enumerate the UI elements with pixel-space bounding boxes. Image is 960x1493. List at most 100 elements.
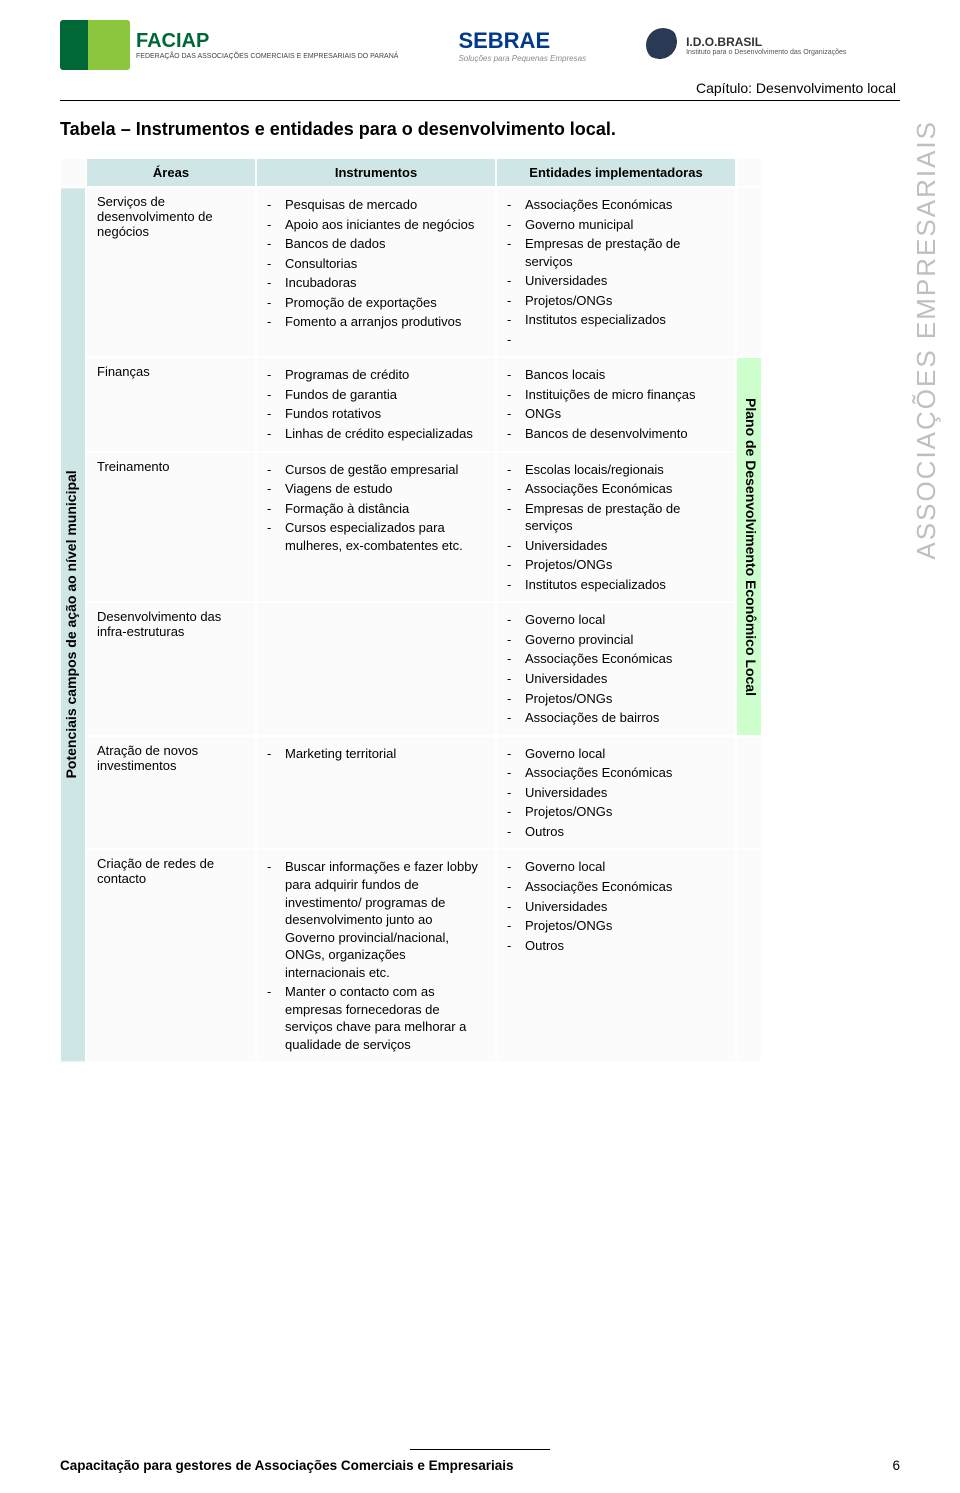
dash-icon: -: [507, 670, 515, 688]
list-item: -Universidades: [507, 670, 725, 688]
list-item: -Incubadoras: [267, 274, 485, 292]
list-item: -Institutos especializados: [507, 311, 725, 329]
list-item-text: Fundos rotativos: [285, 405, 485, 423]
list-item: -ONGs: [507, 405, 725, 423]
list-item-text: Cursos especializados para mulheres, ex-…: [285, 519, 485, 554]
dash-icon: -: [507, 500, 515, 535]
corner-blank-right: [736, 158, 762, 187]
list-item: -Consultorias: [267, 255, 485, 273]
th-areas: Áreas: [86, 158, 256, 187]
list-item-text: Universidades: [525, 537, 725, 555]
dash-icon: -: [507, 745, 515, 763]
dash-icon: -: [507, 576, 515, 594]
dash-icon: -: [507, 216, 515, 234]
list-item: -Associações Económicas: [507, 650, 725, 668]
dash-icon: -: [507, 937, 515, 955]
list-item-text: Associações Económicas: [525, 764, 725, 782]
dash-icon: -: [507, 272, 515, 290]
area-cell: Serviços de desenvolvimento de negócios: [86, 187, 256, 357]
dash-icon: -: [267, 235, 275, 253]
dash-icon: -: [267, 274, 275, 292]
dash-icon: -: [507, 556, 515, 574]
dash-icon: -: [267, 255, 275, 273]
list-item: -Governo provincial: [507, 631, 725, 649]
dash-icon: -: [507, 650, 515, 668]
faciap-title: FACIAP: [136, 30, 398, 53]
list-item-text: Outros: [525, 823, 725, 841]
th-instrumentos: Instrumentos: [256, 158, 496, 187]
list-item-text: Bancos de dados: [285, 235, 485, 253]
chapter-label: Capítulo: Desenvolvimento local: [60, 80, 900, 96]
list-item-text: Marketing territorial: [285, 745, 485, 763]
list-item-text: Associações Económicas: [525, 196, 725, 214]
dash-icon: -: [507, 311, 515, 329]
dash-icon: -: [267, 983, 275, 1053]
dash-icon: -: [507, 631, 515, 649]
list-item: -Associações Económicas: [507, 480, 725, 498]
list-item: -Bancos locais: [507, 366, 725, 384]
list-item: -: [507, 331, 725, 349]
corner-blank-left: [60, 158, 86, 187]
dash-icon: -: [507, 898, 515, 916]
header-logos: FACIAP FEDERAÇÃO DAS ASSOCIAÇÕES COMERCI…: [60, 20, 900, 70]
list-item-text: Instituições de micro finanças: [525, 386, 725, 404]
dash-icon: -: [507, 917, 515, 935]
dash-icon: -: [507, 386, 515, 404]
list-item-text: Promoção de exportações: [285, 294, 485, 312]
list-item-text: Governo local: [525, 745, 725, 763]
list-item: -Universidades: [507, 898, 725, 916]
dash-icon: -: [507, 823, 515, 841]
list-item: -Projetos/ONGs: [507, 917, 725, 935]
logo-faciap: FACIAP FEDERAÇÃO DAS ASSOCIAÇÕES COMERCI…: [60, 20, 398, 70]
dash-icon: -: [267, 196, 275, 214]
area-cell: Criação de redes de contacto: [86, 849, 256, 1062]
dash-icon: -: [507, 709, 515, 727]
list-item-text: Manter o contacto com as empresas fornec…: [285, 983, 485, 1053]
list-item-text: Projetos/ONGs: [525, 803, 725, 821]
entidades-cell: -Bancos locais-Instituições de micro fin…: [496, 357, 736, 451]
list-item-text: Associações Económicas: [525, 878, 725, 896]
dash-icon: -: [267, 500, 275, 518]
entidades-cell: -Governo local-Associações Económicas-Un…: [496, 736, 736, 850]
main-table: Áreas Instrumentos Entidades implementad…: [60, 158, 900, 1062]
th-entidades: Entidades implementadoras: [496, 158, 736, 187]
list-item-text: Empresas de prestação de serviços: [525, 235, 725, 270]
instrumentos-cell: -Programas de crédito-Fundos de garantia…: [256, 357, 496, 451]
faciap-subtitle: FEDERAÇÃO DAS ASSOCIAÇÕES COMERCIAIS E E…: [136, 53, 398, 61]
sebrae-title: SEBRAE: [458, 28, 586, 54]
list-item-text: Bancos locais: [525, 366, 725, 384]
logo-sebrae: SEBRAE Soluções para Pequenas Empresas: [458, 28, 586, 63]
entidades-cell: -Governo local-Governo provincial-Associ…: [496, 602, 736, 735]
list-item: -Manter o contacto com as empresas forne…: [267, 983, 485, 1053]
ido-subtitle: Instituto para o Desenvolvimento das Org…: [686, 49, 846, 56]
list-item-text: Linhas de crédito especializadas: [285, 425, 485, 443]
list-item: -Empresas de prestação de serviços: [507, 500, 725, 535]
list-item: -Universidades: [507, 537, 725, 555]
list-item: -Governo local: [507, 858, 725, 876]
list-item: -Outros: [507, 937, 725, 955]
right-margin-label: ASSOCIAÇÕES EMPRESARIAIS: [912, 120, 942, 560]
dash-icon: -: [507, 292, 515, 310]
list-item: -Associações Económicas: [507, 196, 725, 214]
side-right-blank: [736, 736, 762, 850]
list-item: -Marketing territorial: [267, 745, 485, 763]
list-item-text: Outros: [525, 937, 725, 955]
list-item: -Pesquisas de mercado: [267, 196, 485, 214]
list-item-text: Programas de crédito: [285, 366, 485, 384]
list-item-text: Pesquisas de mercado: [285, 196, 485, 214]
list-item-text: Projetos/ONGs: [525, 690, 725, 708]
faciap-mark-icon: [60, 20, 130, 70]
dash-icon: -: [507, 405, 515, 423]
list-item: -Outros: [507, 823, 725, 841]
list-item: -Apoio aos iniciantes de negócios: [267, 216, 485, 234]
ido-title: I.D.O.BRASIL: [686, 35, 846, 49]
list-item: -Universidades: [507, 272, 725, 290]
footer-title: Capacitação para gestores de Associações…: [60, 1458, 513, 1473]
list-item-text: Governo provincial: [525, 631, 725, 649]
list-item: -Formação à distância: [267, 500, 485, 518]
list-item: -Cursos especializados para mulheres, ex…: [267, 519, 485, 554]
list-item: -Institutos especializados: [507, 576, 725, 594]
list-item: -Instituições de micro finanças: [507, 386, 725, 404]
list-item: -Governo municipal: [507, 216, 725, 234]
dash-icon: -: [507, 878, 515, 896]
